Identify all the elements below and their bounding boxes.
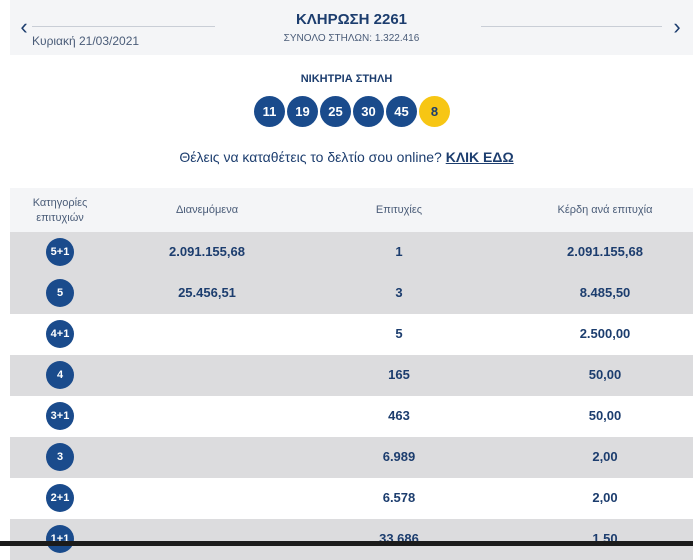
category-badge: 4+1: [46, 320, 74, 348]
joker-ball: 8: [419, 96, 450, 127]
winning-column-label: ΝΙΚΗΤΡΙΑ ΣΤΗΛΗ: [300, 73, 393, 85]
prize-cell: 8.485,50: [579, 285, 631, 300]
online-prompt-text: Θέλεις να καταθέτεις το δελτίο σου onlin…: [179, 149, 442, 165]
results-table: Κατηγορίες επιτυχιών Διανεμόμενα Επιτυχί…: [10, 188, 693, 560]
winners-cell: 6.989: [382, 449, 416, 464]
chevron-left-icon[interactable]: ‹: [20, 14, 28, 39]
winners-cell: 5: [395, 326, 403, 341]
table-row: 4 165 50,00: [10, 355, 693, 396]
category-badge: 4: [46, 361, 74, 389]
distributed-cell: 25.456,51: [178, 285, 236, 300]
table-row: 1+1 33.686 1,50: [10, 519, 693, 560]
draw-date: Κυριακή 21/03/2021: [32, 34, 140, 48]
header-category: Κατηγορίες επιτυχιών: [32, 197, 88, 224]
winning-numbers: 11 19 25 30 45 8: [254, 96, 450, 127]
chevron-right-icon[interactable]: ›: [673, 14, 681, 39]
table-row: 5+1 2.091.155,68 1 2.091.155,68: [10, 232, 693, 273]
prize-cell: 50,00: [588, 367, 622, 382]
number-ball: 45: [386, 96, 417, 127]
divider: [481, 26, 662, 27]
category-badge: 2+1: [46, 484, 74, 512]
winners-cell: 165: [388, 367, 410, 382]
category-badge: 5+1: [46, 238, 74, 266]
divider: [32, 26, 215, 27]
number-ball: 30: [353, 96, 384, 127]
number-ball: 19: [287, 96, 318, 127]
number-ball: 11: [254, 96, 285, 127]
table-row: 3 6.989 2,00: [10, 437, 693, 478]
prize-cell: 2,00: [592, 449, 618, 464]
table-row: 5 25.456,51 3 8.485,50: [10, 273, 693, 314]
total-columns: ΣΥΝΟΛΟ ΣΤΗΛΩΝ: 1.322.416: [283, 33, 420, 44]
category-badge: 3: [46, 443, 74, 471]
online-prompt: Θέλεις να καταθέτεις το δελτίο σου onlin…: [0, 149, 693, 165]
table-row: 4+1 5 2.500,00: [10, 314, 693, 355]
header-prize: Κέρδη ανά επιτυχία: [557, 204, 653, 216]
category-badge: 5: [46, 279, 74, 307]
number-ball: 25: [320, 96, 351, 127]
winners-cell: 1: [395, 244, 403, 259]
draw-header: ‹ Κυριακή 21/03/2021 ΚΛΗΡΩΣΗ 2261 ΣΥΝΟΛΟ…: [10, 0, 693, 55]
table-row: 2+1 6.578 2,00: [10, 478, 693, 519]
click-here-link[interactable]: ΚΛΙΚ ΕΔΩ: [445, 149, 514, 165]
draw-title: ΚΛΗΡΩΣΗ 2261: [295, 11, 408, 28]
winners-cell: 6.578: [382, 490, 416, 505]
prize-cell: 2.500,00: [579, 326, 631, 341]
header-winners: Επιτυχίες: [375, 204, 423, 216]
distributed-cell: 2.091.155,68: [169, 244, 245, 259]
category-badge: 1+1: [46, 525, 74, 553]
prize-cell: 2.091.155,68: [567, 244, 643, 259]
table-row: 3+1 463 50,00: [10, 396, 693, 437]
prize-cell: 2,00: [592, 490, 618, 505]
winners-cell: 463: [388, 408, 410, 423]
window-bottom-edge: [0, 541, 693, 546]
header-distributed: Διανεμόμενα: [175, 204, 239, 216]
table-header: Κατηγορίες επιτυχιών Διανεμόμενα Επιτυχί…: [10, 188, 693, 232]
prize-cell: 50,00: [588, 408, 622, 423]
category-badge: 3+1: [46, 402, 74, 430]
winners-cell: 3: [395, 285, 403, 300]
